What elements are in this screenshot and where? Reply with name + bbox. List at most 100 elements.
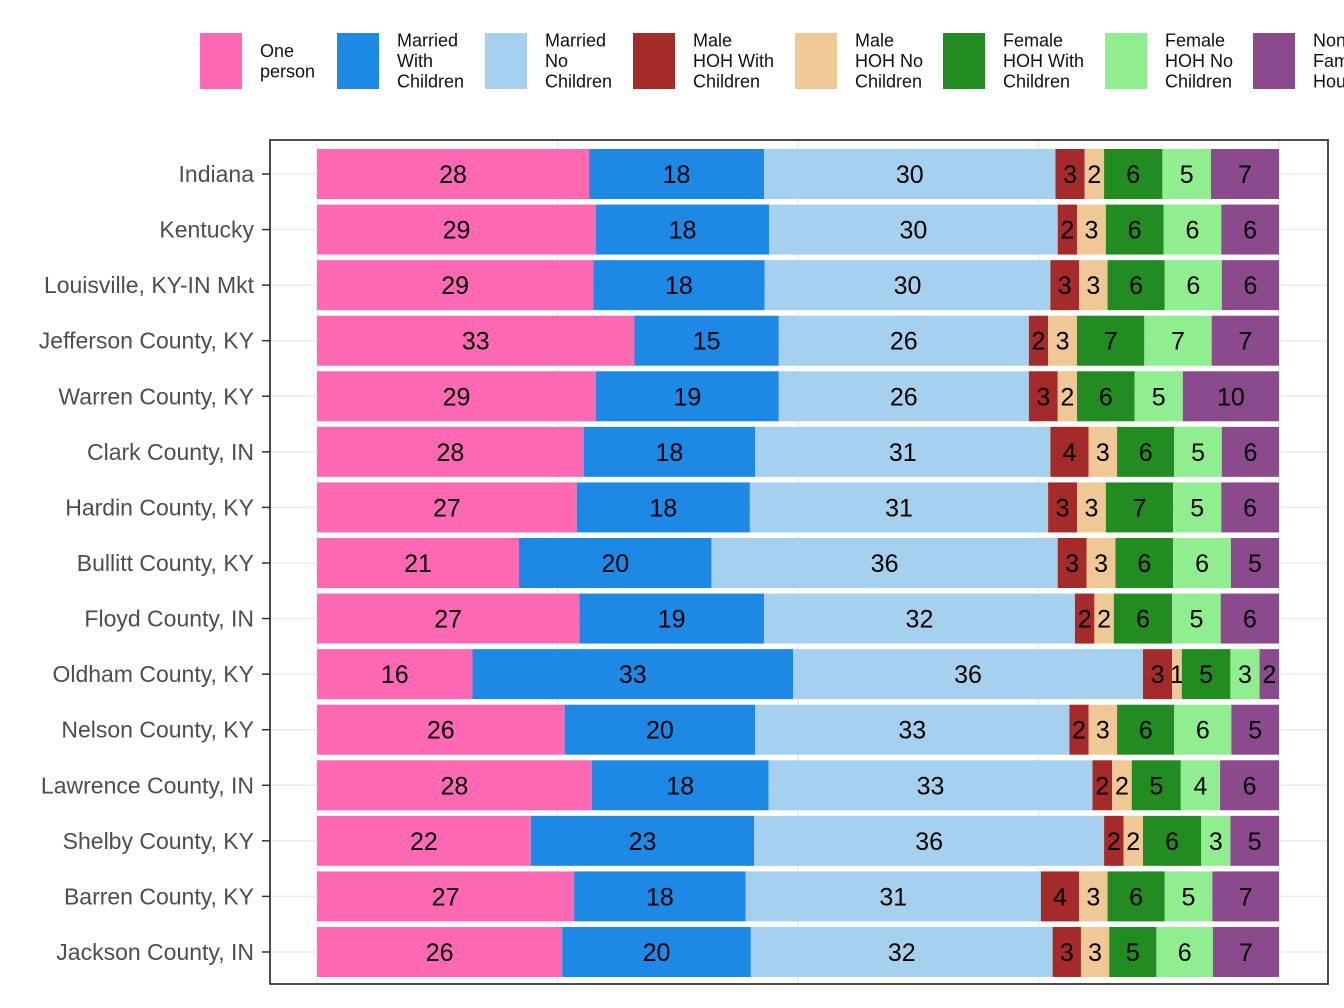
bar-married-no-children — [778, 371, 1029, 422]
legend-swatch — [1253, 33, 1295, 89]
legend-swatch — [633, 33, 675, 89]
bar-non-family-households — [1220, 593, 1279, 644]
data-label: 27 — [433, 494, 461, 522]
data-label: 5 — [1199, 661, 1213, 689]
bar-male-hoh-with-children — [1142, 649, 1173, 700]
data-label: 36 — [954, 661, 982, 689]
bar-male-hoh-no-children — [1078, 871, 1108, 922]
bar-female-hoh-with-children — [1142, 815, 1202, 866]
data-label: 3 — [1065, 550, 1079, 578]
legend-item-one-person: One person — [200, 33, 315, 89]
data-label: 30 — [900, 217, 928, 245]
data-label: 33 — [462, 328, 490, 356]
data-label: 19 — [658, 606, 686, 634]
bar-female-hoh-no-children — [1230, 649, 1260, 700]
data-label: 5 — [1126, 939, 1140, 967]
data-label: 18 — [669, 217, 697, 245]
bar-male-hoh-with-children — [1069, 704, 1089, 755]
data-label: 5 — [1149, 772, 1163, 800]
data-label: 6 — [1185, 217, 1199, 245]
data-label: 18 — [649, 494, 677, 522]
data-label: 29 — [443, 217, 471, 245]
data-label: 5 — [1152, 383, 1166, 411]
bar-non-family-households — [1221, 482, 1279, 533]
bar-row-floyd-county-in: 27 19 32 2 2 6 5 6 — [317, 593, 1279, 644]
data-label: 3 — [1094, 550, 1108, 578]
data-label: 6 — [1139, 717, 1153, 745]
data-label: 6 — [1178, 939, 1192, 967]
bar-row-indiana: 28 18 30 3 2 6 5 7 — [317, 149, 1279, 199]
data-label: 3 — [1086, 272, 1100, 300]
data-label: 28 — [436, 439, 464, 467]
bar-one-person — [317, 260, 594, 311]
data-label: 26 — [426, 939, 454, 967]
data-label: 6 — [1243, 606, 1257, 634]
bar-male-hoh-with-children — [1057, 537, 1087, 588]
legend-swatch — [485, 33, 527, 89]
data-label: 2 — [1078, 606, 1092, 634]
legend-item-male-hoh-with-children: Male HOH With Children — [633, 31, 774, 92]
data-label: 6 — [1136, 606, 1150, 634]
bar-one-person — [317, 426, 584, 477]
data-label: 2 — [1087, 161, 1101, 189]
bar-married-with-children — [593, 260, 765, 311]
bar-married-no-children — [755, 426, 1051, 477]
bar-married-no-children — [750, 926, 1053, 977]
y-tick-label: Kentucky — [159, 217, 254, 243]
bar-married-with-children — [574, 871, 746, 922]
bar-female-hoh-with-children — [1131, 760, 1181, 811]
bar-one-person — [317, 871, 575, 922]
bar-one-person — [317, 204, 596, 255]
bar-female-hoh-with-children — [1181, 649, 1231, 700]
data-label: 7 — [1238, 328, 1252, 356]
data-label: 6 — [1129, 272, 1143, 300]
bar-married-with-children — [562, 926, 751, 977]
legend-swatch — [337, 33, 379, 89]
bar-female-hoh-with-children — [1113, 593, 1173, 644]
bar-one-person — [317, 926, 563, 977]
legend-label: Married With Children — [397, 31, 464, 92]
data-label: 3 — [1060, 939, 1074, 967]
bar-female-hoh-with-children — [1115, 537, 1174, 588]
legend-label: Female HOH With Children — [1003, 31, 1084, 92]
bar-male-hoh-no-children — [1057, 371, 1077, 422]
data-label: 32 — [888, 939, 916, 967]
bar-married-with-children — [595, 371, 779, 422]
legend-item-female-hoh-with-children: Female HOH With Children — [943, 31, 1084, 92]
bar-married-no-children — [769, 204, 1058, 255]
data-label: 30 — [896, 161, 924, 189]
bar-non-family-households — [1230, 815, 1279, 866]
bar-married-with-children — [579, 593, 764, 644]
bar-male-hoh-with-children — [1092, 760, 1113, 811]
bar-female-hoh-with-children — [1104, 149, 1163, 199]
bar-married-no-children — [763, 149, 1056, 199]
data-label: 20 — [643, 939, 671, 967]
data-label: 2 — [1072, 717, 1086, 745]
legend-item-married-with-children: Married With Children — [337, 31, 464, 92]
y-tick-label: Jefferson County, KY — [39, 328, 254, 354]
y-tick-label: Bullitt County, KY — [77, 550, 254, 576]
bar-female-hoh-no-children — [1173, 537, 1231, 588]
bar-male-hoh-no-children — [1094, 593, 1114, 644]
bar-male-hoh-no-children — [1076, 204, 1106, 255]
y-tick-label: Warren County, KY — [58, 383, 254, 409]
bar-female-hoh-no-children — [1201, 815, 1231, 866]
bar-male-hoh-with-children — [1052, 926, 1081, 977]
bar-female-hoh-with-children — [1109, 926, 1157, 977]
data-label: 2 — [1060, 383, 1074, 411]
legend-swatch — [1105, 33, 1147, 89]
bar-male-hoh-no-children — [1172, 649, 1182, 700]
bar-row-warren-county-ky: 29 19 26 3 2 6 5 10 — [317, 371, 1279, 422]
bar-male-hoh-no-children — [1123, 815, 1143, 866]
bar-married-with-children — [576, 482, 750, 533]
legend-swatch — [200, 33, 242, 89]
data-label: 28 — [439, 161, 467, 189]
bar-female-hoh-no-children — [1164, 260, 1222, 311]
bar-one-person — [317, 593, 580, 644]
legend-item-married-no-children: Married No Children — [485, 31, 612, 92]
data-label: 2 — [1107, 828, 1121, 856]
data-label: 7 — [1104, 328, 1118, 356]
bar-married-with-children — [519, 537, 712, 588]
bar-female-hoh-no-children — [1174, 426, 1222, 477]
